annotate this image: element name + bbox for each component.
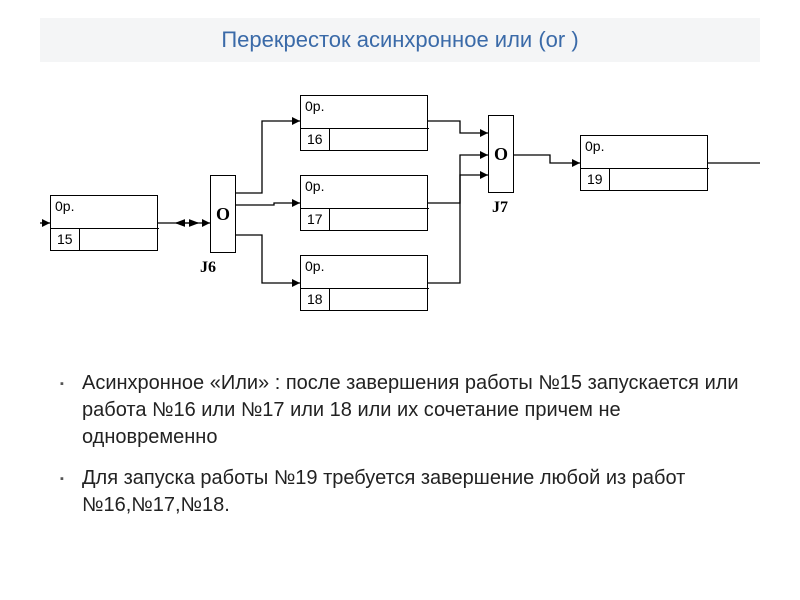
- junction-label: O: [216, 204, 230, 225]
- bullet-marker-icon: ▪: [60, 465, 82, 519]
- block-top-label: 0р.: [305, 98, 324, 114]
- block-top-label: 0р.: [305, 178, 324, 194]
- process-block-16: 0р. 16: [300, 95, 428, 151]
- block-footer-rest: [330, 289, 429, 310]
- bullet-marker-icon: ▪: [60, 370, 82, 451]
- block-number: 19: [581, 169, 610, 190]
- title-bar: Перекресток асинхронное или (or ): [40, 18, 760, 62]
- block-number: 15: [51, 229, 80, 250]
- block-footer-rest: [330, 209, 429, 230]
- process-block-15: 0р. 15: [50, 195, 158, 251]
- block-footer: 18: [301, 288, 429, 310]
- block-top-label: 0р.: [585, 138, 604, 154]
- block-footer-rest: [610, 169, 709, 190]
- junction-label: O: [494, 144, 508, 165]
- process-block-18: 0р. 18: [300, 255, 428, 311]
- block-footer: 16: [301, 128, 429, 150]
- block-top-label: 0р.: [55, 198, 74, 214]
- bullet-item: ▪ Для запуска работы №19 требуется завер…: [60, 465, 750, 519]
- bullet-text: Для запуска работы №19 требуется заверше…: [82, 465, 750, 519]
- process-block-19: 0р. 19: [580, 135, 708, 191]
- bullet-list: ▪ Асинхронное «Или» : после завершения р…: [60, 370, 750, 533]
- diagram-area: 0р. 15 0р. 16 0р. 17 0р. 18 0р. 19 O J6 O J7: [40, 75, 760, 335]
- block-footer: 17: [301, 208, 429, 230]
- block-number: 18: [301, 289, 330, 310]
- block-footer: 15: [51, 228, 159, 250]
- bullet-text: Асинхронное «Или» : после завершения раб…: [82, 370, 750, 451]
- block-footer: 19: [581, 168, 709, 190]
- block-top-label: 0р.: [305, 258, 324, 274]
- process-block-17: 0р. 17: [300, 175, 428, 231]
- block-footer-rest: [330, 129, 429, 150]
- junction-caption: J7: [492, 199, 508, 217]
- junction-j7: O: [488, 115, 514, 193]
- bullet-item: ▪ Асинхронное «Или» : после завершения р…: [60, 370, 750, 451]
- page-title: Перекресток асинхронное или (or ): [221, 27, 578, 53]
- junction-j6: O: [210, 175, 236, 253]
- junction-caption: J6: [200, 259, 216, 277]
- block-footer-rest: [80, 229, 159, 250]
- block-number: 17: [301, 209, 330, 230]
- block-number: 16: [301, 129, 330, 150]
